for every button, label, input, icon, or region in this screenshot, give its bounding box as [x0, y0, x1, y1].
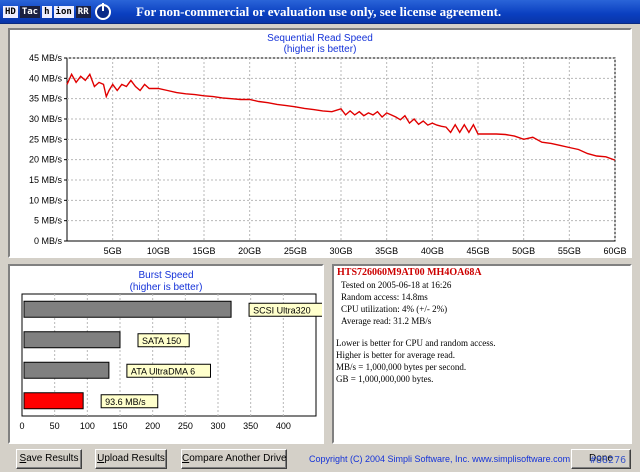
note-lower-better: Lower is better for CPU and random acces… — [336, 338, 496, 348]
drive-model: HTS726060M9AT00 MH4OA68A — [337, 267, 482, 278]
x-tick-label: 30GB — [329, 246, 352, 256]
chart-title: Sequential Read Speed — [267, 33, 373, 44]
y-tick-label: 10 MB/s — [29, 195, 63, 205]
upload-label: pload Results — [104, 453, 165, 464]
x-tick-label: 250 — [178, 421, 193, 431]
logo-segment: Tac — [19, 5, 41, 18]
title-bar: HD Tac h ion RR For non-commercial or ev… — [0, 0, 640, 24]
note-higher-better: Higher is better for average read. — [336, 350, 455, 360]
tested-date: Tested on 2005-06-18 at 16:26 — [341, 280, 452, 290]
x-tick-label: 60GB — [603, 246, 626, 256]
x-tick-label: 5GB — [104, 246, 122, 256]
burst-bar — [23, 331, 121, 349]
burst-chart-title: Burst Speed — [138, 270, 194, 281]
compare-label: ompare Another Drive — [189, 453, 287, 464]
results-info-panel: HTS726060M9AT00 MH4OA68A Tested on 2005-… — [332, 264, 632, 444]
bar-label: SCSI Ultra320 — [253, 305, 311, 315]
logo-segment: RR — [75, 5, 91, 18]
x-tick-label: 350 — [243, 421, 258, 431]
note-gb-definition: GB = 1,000,000,000 bytes. — [336, 374, 434, 384]
cpu-utilization: CPU utilization: 4% (+/- 2%) — [341, 304, 448, 314]
bar-label-box — [248, 302, 322, 317]
y-tick-label: 35 MB/s — [29, 94, 63, 104]
x-tick-label: 300 — [210, 421, 225, 431]
copyright-link[interactable]: Copyright (C) 2004 Simpli Software, Inc.… — [309, 454, 571, 464]
sequential-read-chart: 0 MB/s 5 MB/s 10 MB/s 15 MB/s 20 MB/s 25 MB/s… — [29, 53, 627, 256]
compare-mnemonic: C — [182, 453, 190, 464]
x-tick-label: 25GB — [284, 246, 307, 256]
compare-drive-button[interactable]: Compare Another Drive — [181, 449, 287, 469]
x-tick-label: 150 — [112, 421, 127, 431]
logo-segment: h — [42, 5, 52, 18]
burst-speed-panel: Burst Speed (higher is better) 0 50 100 150… — [8, 264, 324, 444]
y-tick-label: 25 MB/s — [29, 134, 63, 144]
note-mbs-definition: MB/s = 1,000,000 bytes per second. — [336, 362, 467, 372]
x-tick-label: 100 — [80, 421, 95, 431]
sequential-read-panel: Sequential Read Speed (higher is better)… — [8, 28, 632, 258]
burst-bar — [23, 300, 232, 318]
random-access: Random access: 14.8ms — [341, 292, 428, 302]
x-tick-label: 50 — [50, 421, 60, 431]
power-icon — [94, 2, 111, 20]
burst-speed-chart: 0 50 100 150 200 250 300 350 400 SCSI Ultra320 SAT… — [19, 293, 322, 431]
logo-segment: HD — [3, 5, 18, 18]
x-tick-label: 55GB — [558, 246, 581, 256]
y-tick-label: 45 MB/s — [29, 53, 63, 63]
watermark-text: #88276 — [590, 455, 627, 466]
burst-chart-subtitle: (higher is better) — [129, 282, 203, 293]
bar-label-box — [137, 333, 190, 348]
bar-label: ATA UltraDMA 6 — [131, 366, 195, 376]
y-tick-label: 30 MB/s — [29, 114, 63, 124]
upload-results-button[interactable]: Upload Results — [95, 449, 167, 469]
x-tick-label: 200 — [145, 421, 160, 431]
x-tick-label: 40GB — [421, 246, 444, 256]
x-tick-label: 45GB — [466, 246, 489, 256]
read-speed-line — [66, 72, 616, 161]
x-tick-label: 50GB — [512, 246, 535, 256]
y-tick-label: 5 MB/s — [34, 216, 63, 226]
x-tick-label: 10GB — [147, 246, 170, 256]
x-tick-label: 20GB — [238, 246, 261, 256]
plot-area — [66, 57, 616, 242]
y-tick-label: 0 MB/s — [34, 236, 63, 246]
x-tick-label: 35GB — [375, 246, 398, 256]
y-tick-label: 15 MB/s — [29, 175, 63, 185]
chart-subtitle: (higher is better) — [283, 44, 357, 55]
bar-label: SATA 150 — [142, 336, 181, 346]
app-logo: HD Tac h ion RR — [3, 2, 111, 20]
save-label: ave Results — [26, 453, 79, 464]
bar-label-box — [100, 394, 159, 409]
burst-bar — [23, 392, 84, 410]
y-tick-label: 20 MB/s — [29, 155, 63, 165]
bar-label: 93.6 MB/s — [105, 397, 146, 407]
burst-bar — [23, 361, 110, 379]
average-read: Average read: 31.2 MB/s — [341, 316, 432, 326]
bar-label-box — [126, 363, 211, 378]
save-mnemonic: S — [19, 453, 27, 464]
window-title: For non-commercial or evaluation use onl… — [136, 4, 502, 19]
x-tick-label: 0 — [19, 421, 24, 431]
x-tick-label: 400 — [276, 421, 291, 431]
save-results-button[interactable]: Save Results — [16, 449, 82, 469]
done-button[interactable]: Done — [571, 449, 631, 469]
logo-segment: ion — [53, 5, 74, 18]
y-tick-label: 40 MB/s — [29, 73, 63, 83]
x-tick-label: 15GB — [192, 246, 215, 256]
upload-mnemonic: U — [97, 453, 105, 464]
